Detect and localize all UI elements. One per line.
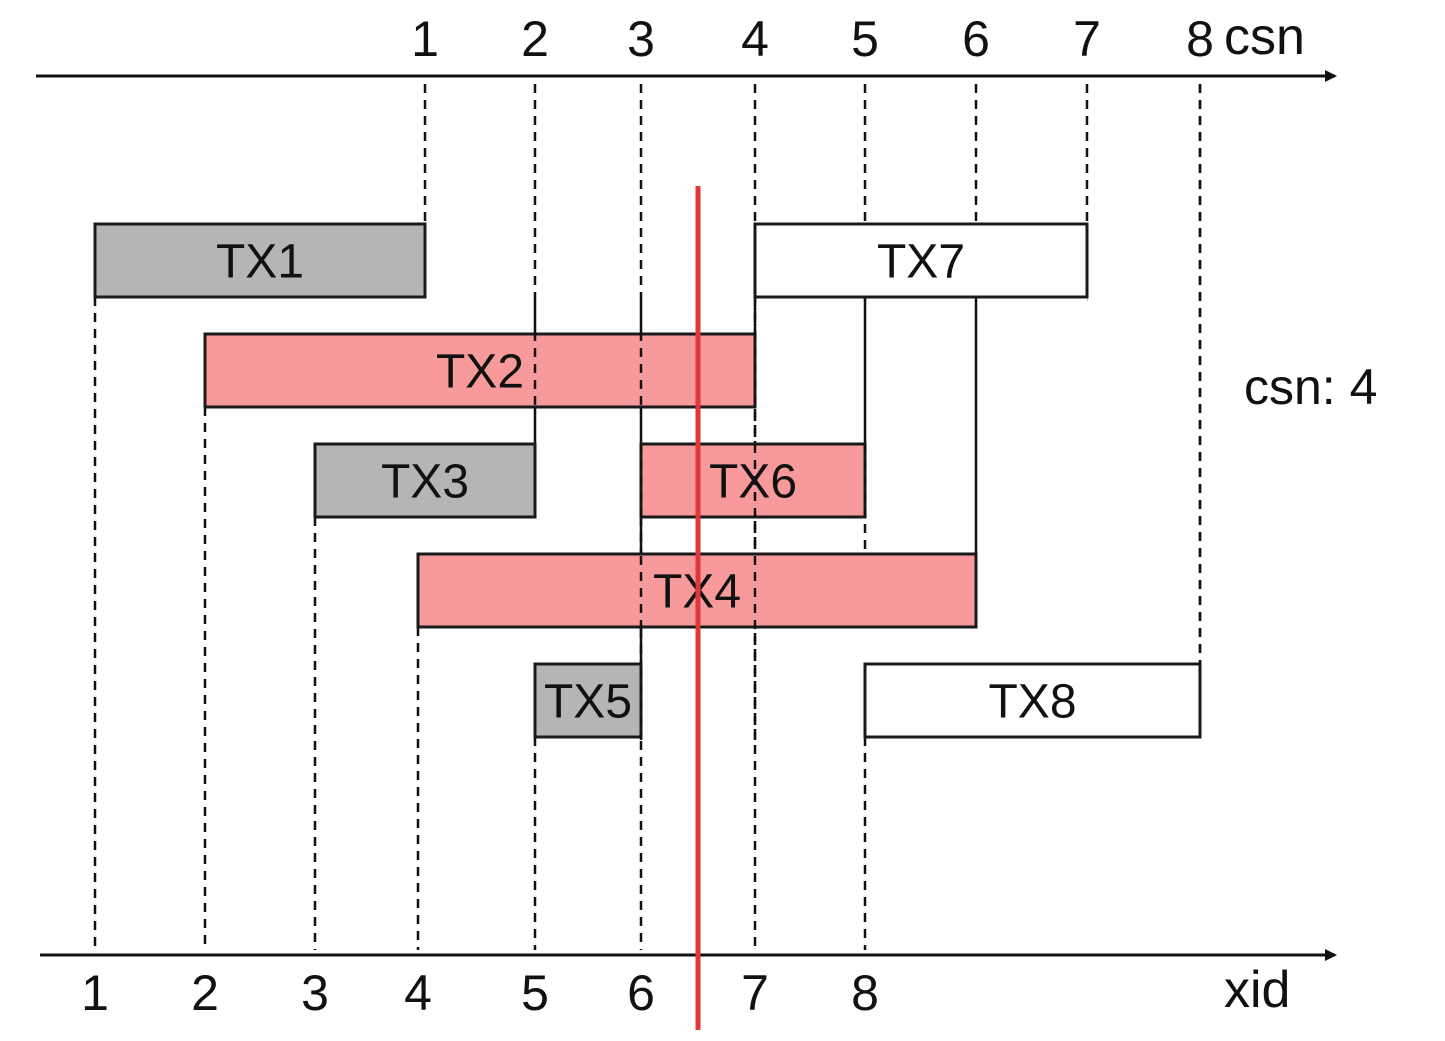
csn-tick-label: 7 (1073, 11, 1101, 67)
csn-tick-label: 5 (851, 11, 879, 67)
transaction-box (863, 662, 1202, 739)
transaction-label: TX2 (436, 346, 524, 399)
transaction-label: TX1 (216, 236, 304, 289)
csn-tick-label: 3 (627, 11, 655, 67)
csn-tick-label: 4 (741, 11, 769, 67)
xid-tick-label: 5 (521, 965, 549, 1021)
transaction-label: TX8 (988, 676, 1076, 729)
xid-tick-label: 2 (191, 965, 219, 1021)
xid-tick-label: 4 (404, 965, 432, 1021)
transaction-boxes: TX1TX2TX3TX4TX5TX6TX7TX8 (93, 84, 1202, 740)
transaction-box (93, 222, 427, 299)
xid-axis-name: xid (1224, 961, 1290, 1019)
xid-tick-label: 3 (301, 965, 329, 1021)
xid-axis-ticks: 1 2 3 4 5 6 7 8 (81, 965, 879, 1021)
snapshot-csn-label: csn: 4 (1244, 359, 1377, 415)
transaction-label: TX6 (709, 456, 797, 509)
csn-tick-label: 6 (962, 11, 990, 67)
transaction-box (753, 222, 1089, 299)
csn-tick-label: 1 (411, 11, 439, 67)
xid-tick-label: 7 (741, 965, 769, 1021)
csn-axis-ticks: 1 2 3 4 5 6 7 8 (411, 11, 1214, 67)
transaction-label: TX5 (544, 676, 632, 729)
xid-tick-label: 1 (81, 965, 109, 1021)
transaction-box (313, 442, 537, 519)
xid-tick-label: 6 (627, 965, 655, 1021)
transaction-label: TX3 (381, 456, 469, 509)
transaction-box (203, 332, 757, 409)
xid-tick-label: 8 (851, 965, 879, 1021)
transaction-label: TX7 (877, 236, 965, 289)
csn-tick-label: 8 (1186, 11, 1214, 67)
csn-tick-label: 2 (521, 11, 549, 67)
csn-axis-name: csn (1224, 8, 1305, 66)
